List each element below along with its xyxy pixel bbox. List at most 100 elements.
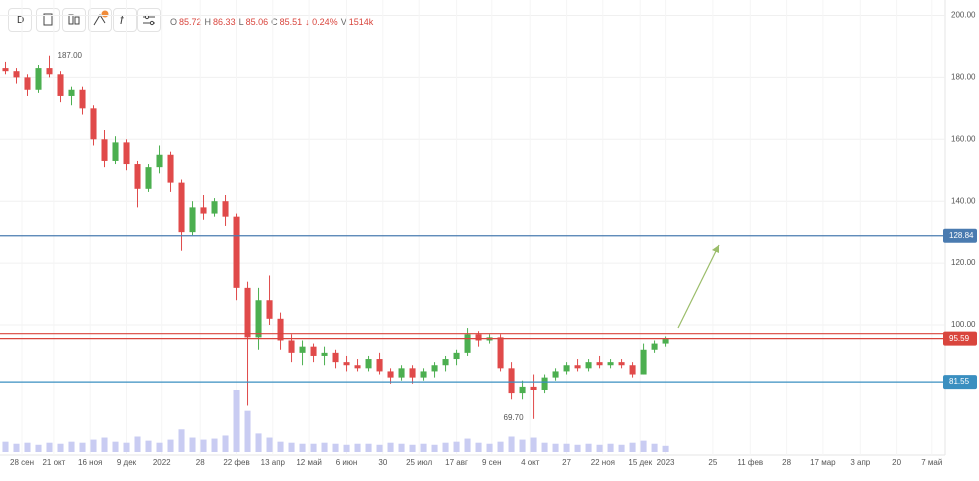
candle-body	[57, 74, 64, 96]
volume-bar	[387, 442, 394, 452]
ohlc-value: 86.33	[213, 17, 236, 27]
x-tick-label: 25 июл	[406, 458, 432, 467]
candle-body	[211, 201, 218, 214]
volume-bar	[475, 442, 482, 452]
volume-bar	[134, 436, 141, 452]
x-tick-label: 20	[892, 458, 901, 467]
volume-bar	[486, 443, 493, 452]
price-level-badge	[943, 375, 977, 390]
candle-body	[398, 368, 405, 378]
volume-bar	[343, 444, 350, 452]
y-tick-label: 100.00	[951, 320, 976, 329]
volume-bar	[640, 440, 647, 452]
candle-body	[178, 182, 185, 233]
price-annotation: 69.70	[504, 413, 525, 422]
candle-body	[376, 359, 383, 372]
volume-bar	[233, 390, 240, 452]
candle-body	[662, 338, 669, 344]
volume-bar	[156, 442, 163, 452]
candle-body	[222, 201, 229, 217]
x-tick-label: 22 ноя	[591, 458, 615, 467]
candle-body	[189, 207, 196, 233]
candle-body	[145, 167, 152, 189]
candle-body	[552, 371, 559, 378]
candle-body	[112, 142, 119, 161]
candle-body	[574, 365, 581, 369]
x-tick-label: 13 апр	[261, 458, 286, 467]
x-tick-label: 6 июн	[336, 458, 358, 467]
volume-bar	[189, 437, 196, 452]
volume-bar	[13, 443, 20, 452]
volume-bar	[90, 439, 97, 452]
volume-bar	[321, 442, 328, 452]
volume-bar	[541, 442, 548, 452]
chart-type-button[interactable]	[62, 8, 86, 32]
candle-body	[46, 68, 53, 75]
x-tick-label: 21 окт	[42, 458, 65, 467]
candle-body	[277, 318, 284, 341]
candle-body	[233, 216, 240, 288]
interval: D	[17, 15, 25, 26]
volume-bar	[68, 441, 75, 452]
volume-bar	[365, 443, 372, 452]
candle-body	[200, 207, 207, 214]
x-tick-label: 4 окт	[521, 458, 540, 467]
interval-button[interactable]: D	[8, 8, 32, 32]
volume-bar	[211, 438, 218, 452]
candle-body	[541, 377, 548, 390]
volume-bar	[145, 440, 152, 452]
candle-body	[101, 139, 108, 161]
candle-body	[519, 386, 526, 394]
volume-bar	[277, 441, 284, 452]
candle-body	[79, 89, 86, 109]
y-tick-label: 120.00	[951, 258, 976, 267]
indicators-button[interactable]	[88, 8, 112, 32]
candle-body	[475, 334, 482, 341]
compare-button[interactable]	[36, 8, 60, 32]
candle-body	[244, 287, 251, 338]
x-tick-label: 2022	[153, 458, 171, 467]
x-tick-label: 22 фев	[223, 458, 249, 467]
volume: 1514k	[348, 17, 374, 27]
candle-body	[640, 349, 647, 375]
volume-bar	[299, 443, 306, 452]
volume-bar	[629, 442, 636, 452]
candle-body	[288, 340, 295, 353]
candle-body	[332, 352, 339, 363]
candle-body	[167, 154, 174, 183]
volume-bar	[178, 429, 185, 452]
trend-arrow	[677, 244, 720, 329]
volume-bar	[376, 444, 383, 452]
volume-bar	[310, 443, 317, 452]
x-tick-label: 28	[782, 458, 791, 467]
volume-bar	[651, 443, 658, 452]
candle-body	[464, 334, 471, 353]
candle-body	[156, 154, 163, 168]
candle-body	[13, 71, 20, 78]
candle-body	[299, 346, 306, 353]
x-tick-label: 9 дек	[117, 458, 137, 467]
ohlc-key: H	[204, 17, 212, 27]
candle-body	[387, 371, 394, 378]
formula-button[interactable]: f	[113, 8, 137, 32]
volume-bar	[431, 444, 438, 452]
candle-body	[255, 300, 262, 338]
volume-bar	[596, 444, 603, 452]
volume-bar	[167, 439, 174, 452]
plot: 100.00 120.00 140.00 160.00 180.00 200.00 28 с…	[0, 0, 977, 467]
x-tick-label: 15 дек	[628, 458, 652, 467]
volume-key: V	[340, 17, 347, 27]
candle-body	[24, 77, 31, 90]
y-tick-label: 180.00	[951, 72, 976, 81]
x-tick-label: 27	[562, 458, 571, 467]
volume-bar	[442, 442, 449, 452]
volume-bar	[222, 435, 229, 452]
volume-bar	[35, 444, 42, 452]
x-tick-label: 3 апр	[850, 458, 870, 467]
volume-bar	[574, 444, 581, 452]
volume-bar	[354, 443, 361, 452]
x-tick-label: 28	[196, 458, 205, 467]
ohlc-value: 85.06	[245, 17, 269, 27]
volume-bar	[112, 441, 119, 452]
